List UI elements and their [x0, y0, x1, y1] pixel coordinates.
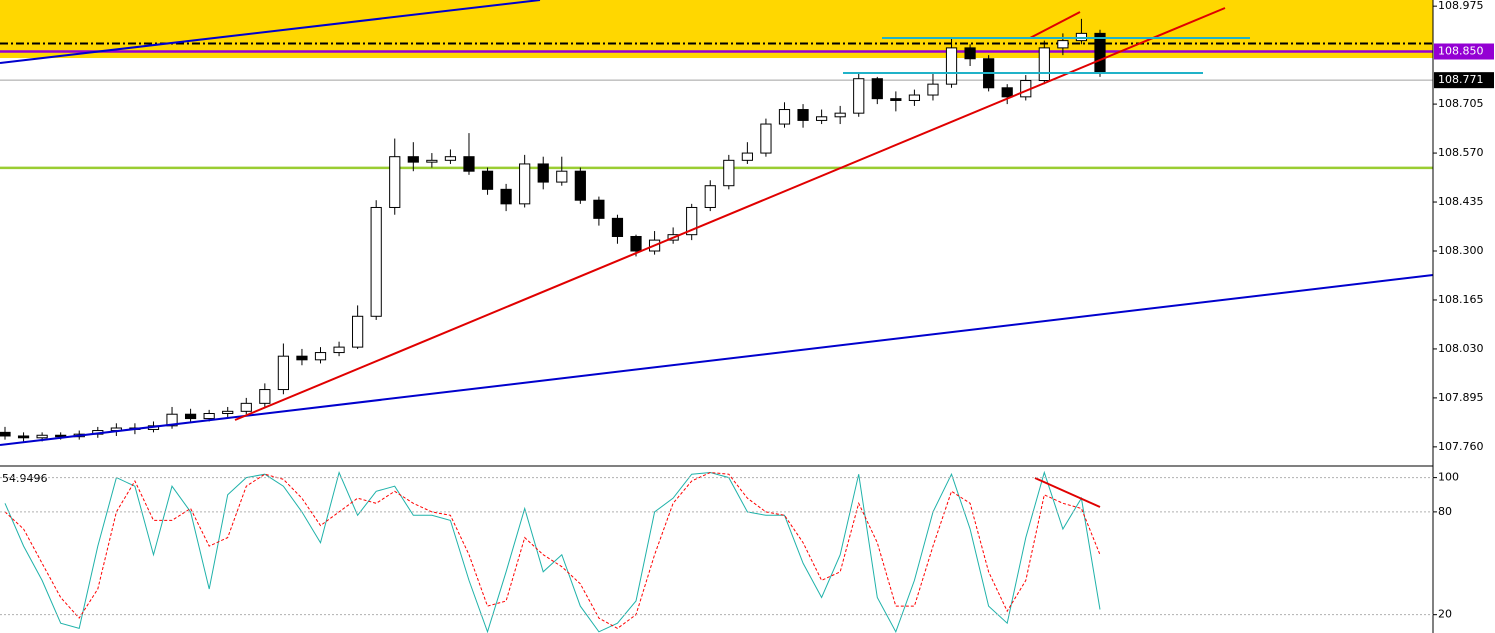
- candle-body: [834, 112, 846, 118]
- candle-body: [816, 116, 828, 121]
- candle-body: [556, 170, 568, 183]
- candle-body: [1075, 32, 1088, 42]
- candle-body: [1001, 87, 1013, 98]
- candle-body: [760, 123, 772, 154]
- candle-body: [166, 413, 178, 427]
- candle-body: [277, 355, 289, 391]
- candle-body: [964, 47, 976, 60]
- candle-body: [1094, 32, 1106, 74]
- candle-body: [314, 352, 327, 361]
- candle-body: [741, 152, 753, 161]
- y-tick-label: 108.300: [1438, 244, 1484, 257]
- candle-body: [240, 402, 252, 412]
- candle-body: [407, 156, 419, 163]
- price-label: 108.771: [1438, 73, 1484, 86]
- candle-body: [890, 98, 902, 101]
- trendline: [234, 7, 1226, 421]
- candle-body: [593, 199, 605, 219]
- y-tick-label: 108.570: [1438, 146, 1484, 159]
- candle-body: [259, 389, 271, 404]
- candle-body: [55, 434, 67, 438]
- trendline: [1034, 477, 1101, 508]
- candle-body: [908, 94, 921, 101]
- y-tick-label: 100: [1438, 471, 1459, 484]
- candle-body: [463, 156, 475, 172]
- candle-body: [797, 109, 809, 121]
- candle-body: [389, 156, 401, 208]
- zone: [0, 0, 1433, 59]
- candle-body: [704, 185, 716, 208]
- candle-body: [871, 78, 883, 100]
- candle-body: [36, 434, 48, 439]
- candle-body: [333, 346, 345, 354]
- candle-body: [686, 206, 698, 236]
- candle-body: [574, 170, 586, 201]
- price-label-bg: [1434, 72, 1494, 89]
- y-tick-label: 108.435: [1438, 195, 1484, 208]
- candle-body: [778, 109, 791, 125]
- candle-body: [945, 47, 958, 85]
- candle-body: [481, 170, 494, 190]
- candle-body: [426, 159, 438, 163]
- candle-body: [352, 315, 364, 348]
- indicator-line: [4, 471, 1101, 629]
- indicator-line: [4, 470, 1101, 633]
- candle-body: [203, 412, 215, 420]
- candle-body: [0, 431, 11, 437]
- candle-body: [296, 355, 308, 361]
- candle-body: [611, 217, 624, 237]
- candle-body: [1038, 47, 1050, 82]
- candle-body: [630, 235, 642, 252]
- y-tick-label: 108.165: [1438, 293, 1484, 306]
- candle-body: [500, 188, 512, 205]
- candle-body: [184, 413, 197, 420]
- trendlines: [0, 0, 1434, 508]
- candle-body: [444, 156, 457, 161]
- candle-body: [1057, 40, 1069, 49]
- trendline: [1029, 11, 1081, 39]
- price-label-bg: [1434, 43, 1494, 60]
- candle-body: [853, 78, 865, 114]
- candle-body: [222, 410, 234, 414]
- y-tick-label: 108.030: [1438, 342, 1484, 355]
- y-tick-label: 107.895: [1438, 391, 1484, 404]
- indicator-value: 54.9496: [2, 472, 48, 485]
- y-tick-label: 108.975: [1438, 0, 1484, 12]
- zones: [0, 0, 1433, 170]
- candle-body: [537, 163, 549, 183]
- candle-body: [17, 435, 30, 439]
- y-tick-label: 108.705: [1438, 97, 1484, 110]
- candle-body: [927, 83, 939, 96]
- candle-body: [723, 159, 735, 187]
- y-tick-label: 107.760: [1438, 440, 1484, 453]
- y-tick-label: 80: [1438, 505, 1452, 518]
- candle-body: [519, 163, 531, 205]
- price-label: 108.850: [1438, 45, 1484, 58]
- trendline: [0, 274, 1434, 446]
- candle-body: [370, 206, 382, 317]
- trendline: [0, 0, 541, 64]
- y-tick-label: 20: [1438, 608, 1452, 621]
